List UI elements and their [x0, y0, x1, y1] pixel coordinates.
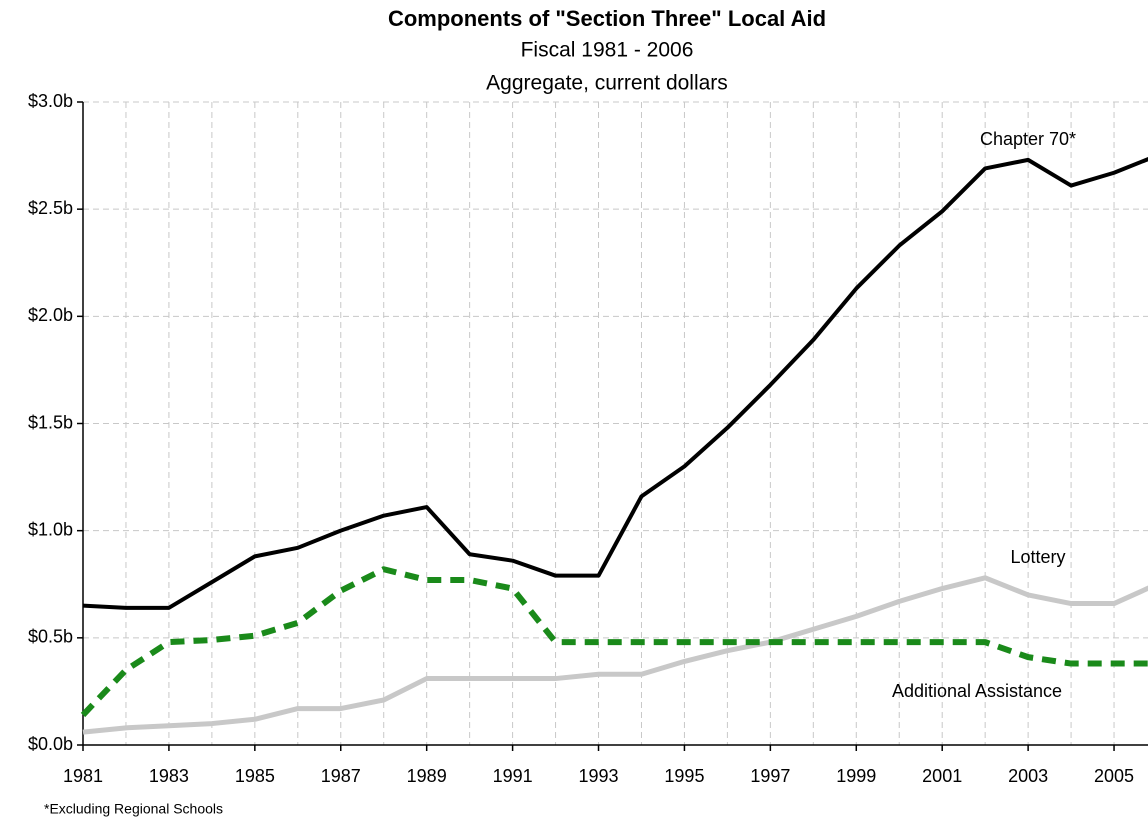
series-line: [82, 575, 1148, 735]
y-tick-label: $0.5b: [28, 627, 73, 647]
x-tick-label: 2005: [1094, 766, 1134, 786]
y-tick-label: $1.5b: [28, 412, 73, 432]
x-tick-label: 1985: [235, 766, 275, 786]
series-line: [82, 157, 1148, 610]
x-tick-label: 1995: [664, 766, 704, 786]
chart-subtitle: Aggregate, current dollars: [486, 72, 728, 95]
x-tick-label: 2001: [922, 766, 962, 786]
series-label: Chapter 70*: [980, 129, 1076, 149]
x-tick-label: 1993: [578, 766, 618, 786]
x-tick-label: 1991: [493, 766, 533, 786]
x-tick-label: 1999: [836, 766, 876, 786]
x-tick-label: 1983: [149, 766, 189, 786]
y-tick-label: $3.0b: [28, 91, 73, 111]
x-tick-label: 1989: [407, 766, 447, 786]
y-tick-label: $1.0b: [28, 519, 73, 539]
y-tick-label: $2.5b: [28, 198, 73, 218]
series-label: Additional Assistance: [892, 681, 1062, 701]
y-tick-label: $0.0b: [28, 734, 73, 754]
chart-subtitle: Fiscal 1981 - 2006: [521, 39, 694, 62]
x-tick-label: 1997: [750, 766, 790, 786]
x-tick-label: 1981: [63, 766, 103, 786]
footnote: *Excluding Regional Schools: [44, 801, 223, 817]
series-line: [80, 566, 1148, 718]
y-tick-label: $2.0b: [28, 305, 73, 325]
x-tick-label: 2003: [1008, 766, 1048, 786]
series-label: Lottery: [1010, 547, 1065, 567]
x-tick-label: 1987: [321, 766, 361, 786]
chart-title: Components of "Section Three" Local Aid: [388, 6, 826, 31]
